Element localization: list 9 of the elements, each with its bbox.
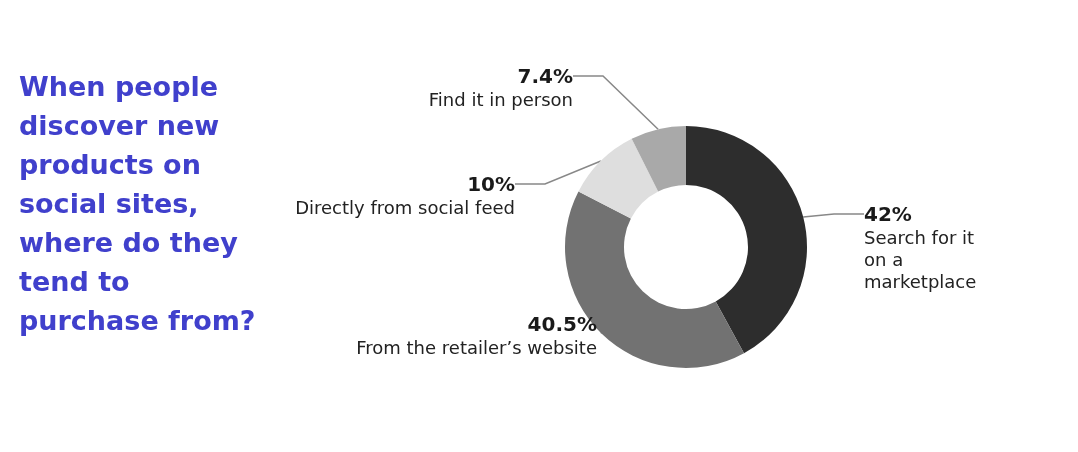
text: When people discover new products on social sites, where do they tend to purchase from? [19, 71, 256, 336]
data-label: 10% [467, 172, 515, 196]
data-label: 42% [864, 202, 912, 226]
slice-label: Directly from social feed [295, 196, 516, 218]
slice-label: From the retailer’s website [356, 336, 597, 358]
slice-label: Search for it on a marketplace [864, 226, 980, 292]
data-label: 7.4% [517, 64, 573, 88]
data-label: 40.5% [527, 312, 597, 336]
slice-label: Find it in person [428, 88, 574, 110]
